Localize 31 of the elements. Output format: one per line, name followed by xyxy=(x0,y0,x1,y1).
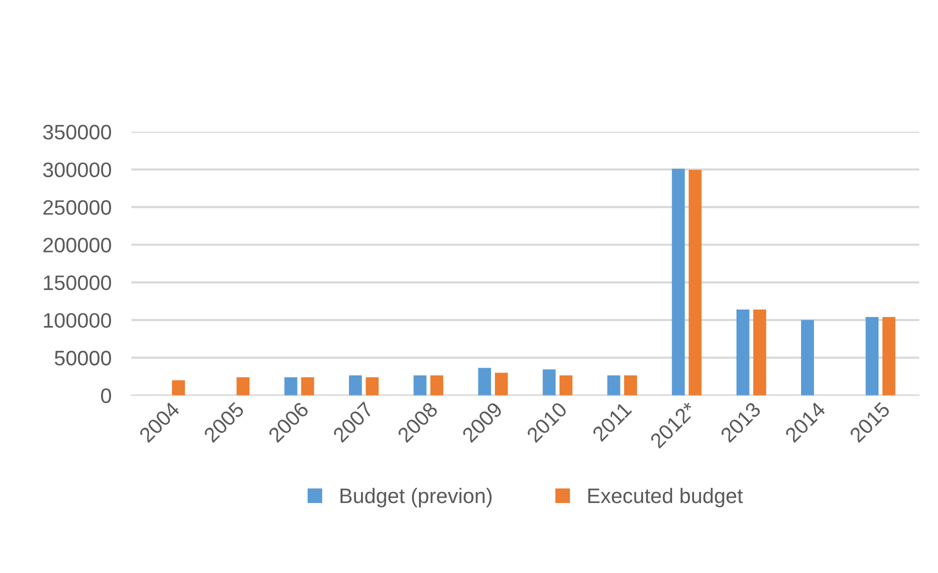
bar xyxy=(494,372,508,396)
bar xyxy=(672,168,685,396)
legend-label: Executed budget xyxy=(588,488,743,508)
y-tick-label: 200000 xyxy=(43,238,112,253)
bar xyxy=(414,375,426,396)
bar xyxy=(348,375,362,396)
bar xyxy=(801,320,814,396)
bar xyxy=(736,310,750,396)
bar xyxy=(236,377,250,396)
y-tick-label: 0 xyxy=(101,388,112,404)
y-tick-label: 150000 xyxy=(44,275,112,290)
y-tick-label: 300000 xyxy=(43,162,112,178)
bar xyxy=(430,375,444,396)
bar xyxy=(688,170,702,396)
bar xyxy=(301,377,314,396)
bar xyxy=(542,369,556,396)
y-tick-label: 50000 xyxy=(54,350,112,366)
bar xyxy=(866,317,879,396)
bar xyxy=(624,375,638,396)
legend-label: Budget (previon) xyxy=(340,488,492,508)
bar xyxy=(560,375,572,396)
bar xyxy=(284,377,298,396)
bar xyxy=(172,380,185,396)
bar xyxy=(882,317,896,396)
bar xyxy=(478,368,492,396)
y-tick-label: 350000 xyxy=(43,124,112,140)
bar xyxy=(607,375,620,396)
bar xyxy=(753,310,766,396)
y-tick-label: 250000 xyxy=(43,200,112,215)
bar xyxy=(366,377,379,396)
y-tick-label: 100000 xyxy=(44,313,112,328)
